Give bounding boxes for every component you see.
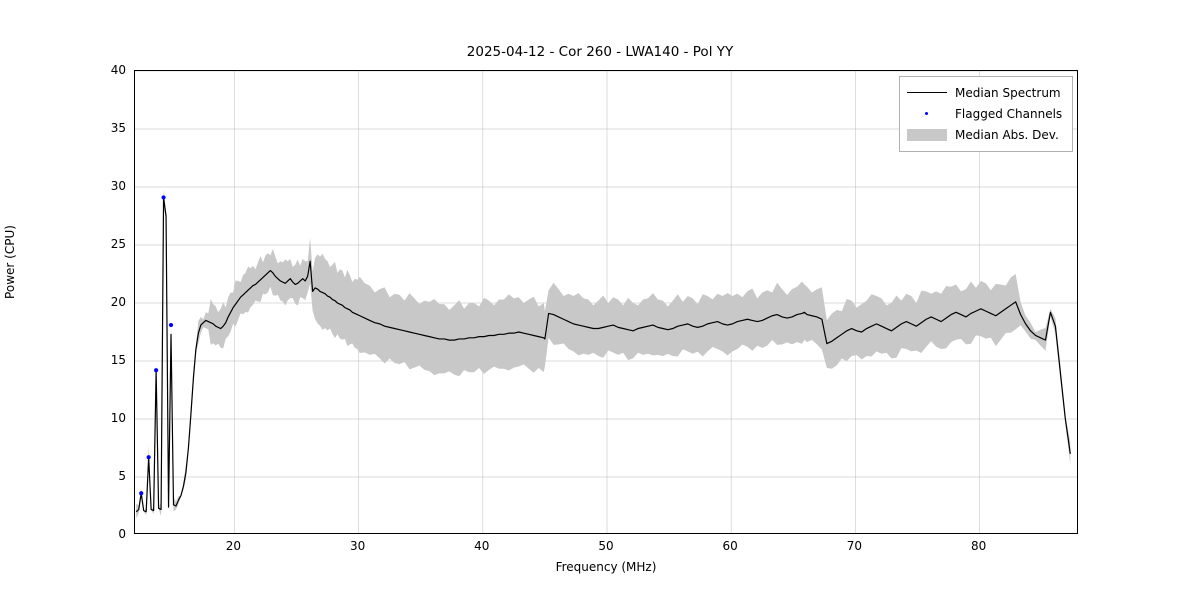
flagged-channel-point xyxy=(154,368,159,373)
legend-label-median-abs-dev: Median Abs. Dev. xyxy=(955,127,1059,142)
y-tick-label-5: 5 xyxy=(118,469,126,483)
y-tick-label-30: 30 xyxy=(110,179,126,193)
median-spectrum-line xyxy=(135,196,1071,513)
y-axis-label: Power (CPU) xyxy=(3,225,17,299)
y-tick-label-10: 10 xyxy=(110,411,126,425)
flagged-channel-point xyxy=(146,455,151,460)
y-tick-label-25: 25 xyxy=(110,237,126,251)
legend-line-icon xyxy=(907,85,947,101)
legend-entry-median-spectrum: Median Spectrum xyxy=(907,82,1065,103)
y-tick-label-15: 15 xyxy=(110,353,126,367)
y-tick-label-40: 40 xyxy=(110,63,126,77)
legend-entry-median-abs-dev: Median Abs. Dev. xyxy=(907,124,1065,145)
median-abs-dev-band xyxy=(136,189,1071,519)
chart-title: 2025-04-12 - Cor 260 - LWA140 - Pol YY xyxy=(466,44,734,60)
x-tick-label-40: 40 xyxy=(474,539,490,553)
y-tick-label-20: 20 xyxy=(110,295,126,309)
x-tick-label-70: 70 xyxy=(846,539,863,553)
x-tick-label-20: 20 xyxy=(225,539,242,553)
flagged-channel-point xyxy=(161,195,166,200)
y-tick-label-35: 35 xyxy=(110,121,126,135)
x-tick-label-50: 50 xyxy=(598,539,614,553)
flagged-channel-point xyxy=(139,491,144,496)
flagged-channels-points xyxy=(139,195,174,496)
gridlines xyxy=(135,71,1077,533)
x-tick-label-30: 30 xyxy=(349,539,366,553)
flagged-channel-point xyxy=(168,322,174,328)
legend-label-median-spectrum: Median Spectrum xyxy=(955,85,1061,100)
x-tick-label-80: 80 xyxy=(970,539,987,553)
legend-patch-icon xyxy=(907,127,947,143)
legend: Median Spectrum Flagged Channels Median … xyxy=(899,76,1073,152)
legend-dot-icon xyxy=(907,106,947,122)
x-tick-label-60: 60 xyxy=(722,539,738,553)
legend-entry-flagged-channels: Flagged Channels xyxy=(907,103,1065,124)
plot-svg xyxy=(135,71,1077,533)
y-tick-label-0: 0 xyxy=(118,527,126,541)
x-axis-label: Frequency (MHz) xyxy=(555,560,657,574)
legend-label-flagged-channels: Flagged Channels xyxy=(955,106,1063,121)
